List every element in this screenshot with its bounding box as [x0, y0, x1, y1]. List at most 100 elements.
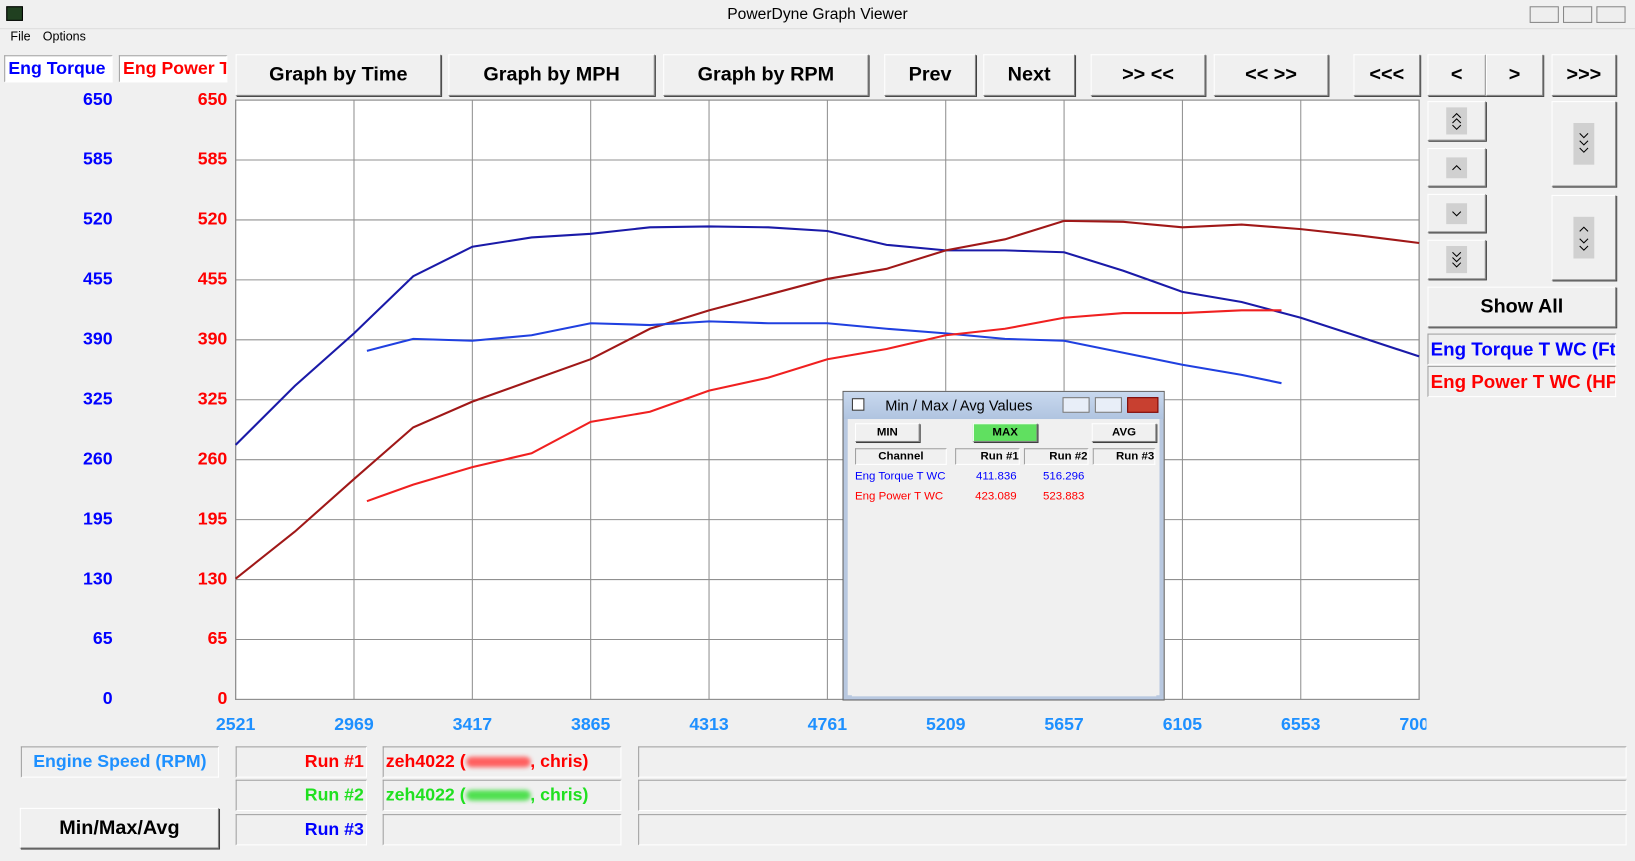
arrow-icon	[1446, 202, 1468, 224]
arrow-icon	[1446, 107, 1468, 135]
dialog: Min / Max / Avg Values MIN MAX AVG Chann…	[842, 390, 1165, 701]
y2-tick-label: 65	[208, 628, 228, 648]
x-tick-label: 4761	[808, 714, 848, 734]
scroll-left-button[interactable]: <	[1427, 54, 1486, 96]
avg-button[interactable]: AVG	[1091, 423, 1157, 442]
maximize-button[interactable]	[1563, 6, 1593, 23]
x-tick-label: 6105	[1163, 714, 1203, 734]
graph-by-time-button[interactable]: Graph by Time	[235, 54, 442, 96]
scale-down-fast-button[interactable]	[1427, 239, 1486, 280]
y2-tick-label: 650	[198, 89, 228, 109]
run-label: Run #2	[235, 779, 368, 811]
cell-value: 423.089	[975, 489, 1017, 503]
scroll-far-left-button[interactable]: <<<	[1353, 54, 1421, 96]
show-all-button[interactable]: Show All	[1427, 286, 1617, 328]
title-bar: PowerDyne Graph Viewer	[0, 0, 1635, 30]
y2-tick-label: 520	[198, 209, 228, 229]
x-tick-label: 7001	[1399, 714, 1426, 734]
app-icon	[6, 6, 23, 21]
dialog-title-bar: Min / Max / Avg Values	[843, 391, 1164, 420]
scroll-far-right-button[interactable]: >>>	[1551, 54, 1617, 96]
close-button[interactable]	[1596, 6, 1626, 23]
run-label: Run #3	[235, 814, 368, 846]
x-tick-label: 3417	[453, 714, 493, 734]
arrow-icon	[1446, 156, 1468, 178]
y-tick-label: 65	[93, 628, 113, 648]
y2-axis-title: Eng Power T	[118, 55, 228, 83]
menu-options[interactable]: Options	[42, 29, 86, 44]
run-info	[638, 746, 1627, 778]
arrow-icon	[1573, 123, 1595, 165]
zoom-in-button[interactable]: >> <<	[1090, 54, 1206, 96]
column-header: Run #2	[1023, 448, 1089, 465]
y-tick-label: 520	[83, 209, 113, 229]
legend-power[interactable]: Eng Power T WC (HP)	[1427, 365, 1617, 398]
y2-tick-label: 260	[198, 448, 228, 468]
x-axis-title: Engine Speed (RPM)	[20, 746, 219, 778]
y-tick-label: 0	[103, 688, 113, 708]
dialog-close[interactable]	[1127, 397, 1159, 413]
series-line	[366, 320, 1282, 385]
run-user: , chris)	[530, 784, 589, 805]
y-tick-label: 325	[83, 388, 113, 408]
y2-tick-label: 390	[198, 329, 228, 349]
menu-file[interactable]: File	[10, 29, 31, 44]
dialog-title: Min / Max / Avg Values	[885, 397, 1033, 414]
y-tick-label: 650	[83, 89, 113, 109]
run-file: zeh4022 ( , chris)	[382, 746, 622, 778]
y-tick-label: 260	[83, 448, 113, 468]
y-tick-label: 195	[83, 508, 113, 528]
y2-tick-label: 585	[198, 149, 228, 169]
min-button[interactable]: MIN	[855, 423, 920, 442]
run-file-name: zeh4022 (	[385, 784, 466, 805]
scroll-right-button[interactable]: >	[1485, 54, 1544, 96]
y-axis-title: Eng Torque	[4, 55, 113, 83]
x-tick-label: 2521	[216, 714, 256, 734]
y-tick-label: 455	[83, 269, 113, 289]
scale-up-fast-button[interactable]	[1427, 101, 1486, 141]
max-button[interactable]: MAX	[972, 423, 1038, 442]
x-tick-label: 2969	[334, 714, 374, 734]
channel-name: Eng Torque T WC	[855, 470, 946, 483]
cell-value: 516.296	[1042, 470, 1085, 483]
graph-by-rpm-button[interactable]: Graph by RPM	[663, 54, 869, 96]
channel-name: Eng Power T WC	[855, 489, 944, 503]
prev-button[interactable]: Prev	[884, 54, 976, 96]
x-tick-label: 4313	[689, 714, 729, 734]
scale-up-button[interactable]	[1427, 148, 1486, 187]
y2-tick-label: 130	[198, 568, 228, 588]
run-file: zeh4022 ( , chris)	[382, 779, 622, 811]
legend-torque[interactable]: Eng Torque T WC (Ft-	[1427, 333, 1617, 365]
x-tick-label: 3865	[571, 714, 611, 734]
graph-by-mph-button[interactable]: Graph by MPH	[448, 54, 655, 96]
run-file	[382, 814, 622, 846]
zoom-out-button[interactable]: << >>	[1213, 54, 1329, 96]
y-tick-label: 585	[83, 149, 113, 169]
dialog-minimize[interactable]	[1062, 397, 1090, 413]
run-user: , chris)	[530, 751, 589, 772]
arrow-icon	[1446, 246, 1468, 274]
next-button[interactable]: Next	[983, 54, 1076, 96]
offset-up-button[interactable]	[1551, 101, 1617, 187]
series-line	[235, 219, 1420, 580]
column-header: Run #3	[1092, 448, 1156, 465]
scale-down-button[interactable]	[1427, 193, 1486, 233]
y-tick-label: 390	[83, 329, 113, 349]
dialog-maximize[interactable]	[1094, 397, 1122, 413]
min-max-avg-button[interactable]: Min/Max/Avg	[19, 807, 219, 849]
chart: 0 65 130 195 260 325 390 455 520 585 650 0 65 130 195 2…	[83, 89, 1426, 734]
cell-value: 523.883	[1042, 489, 1085, 503]
minimize-button[interactable]	[1529, 6, 1559, 23]
y2-tick-label: 0	[217, 688, 227, 708]
column-header: Channel	[855, 448, 947, 465]
y2-tick-label: 195	[198, 508, 228, 528]
dialog-icon	[851, 398, 865, 411]
x-tick-label: 6553	[1281, 714, 1321, 734]
y-tick-label: 130	[83, 568, 113, 588]
y2-tick-label: 455	[198, 269, 228, 289]
arrow-icon	[1573, 216, 1595, 259]
run-file-name: zeh4022 (	[385, 751, 466, 772]
offset-down-button[interactable]	[1551, 194, 1617, 281]
